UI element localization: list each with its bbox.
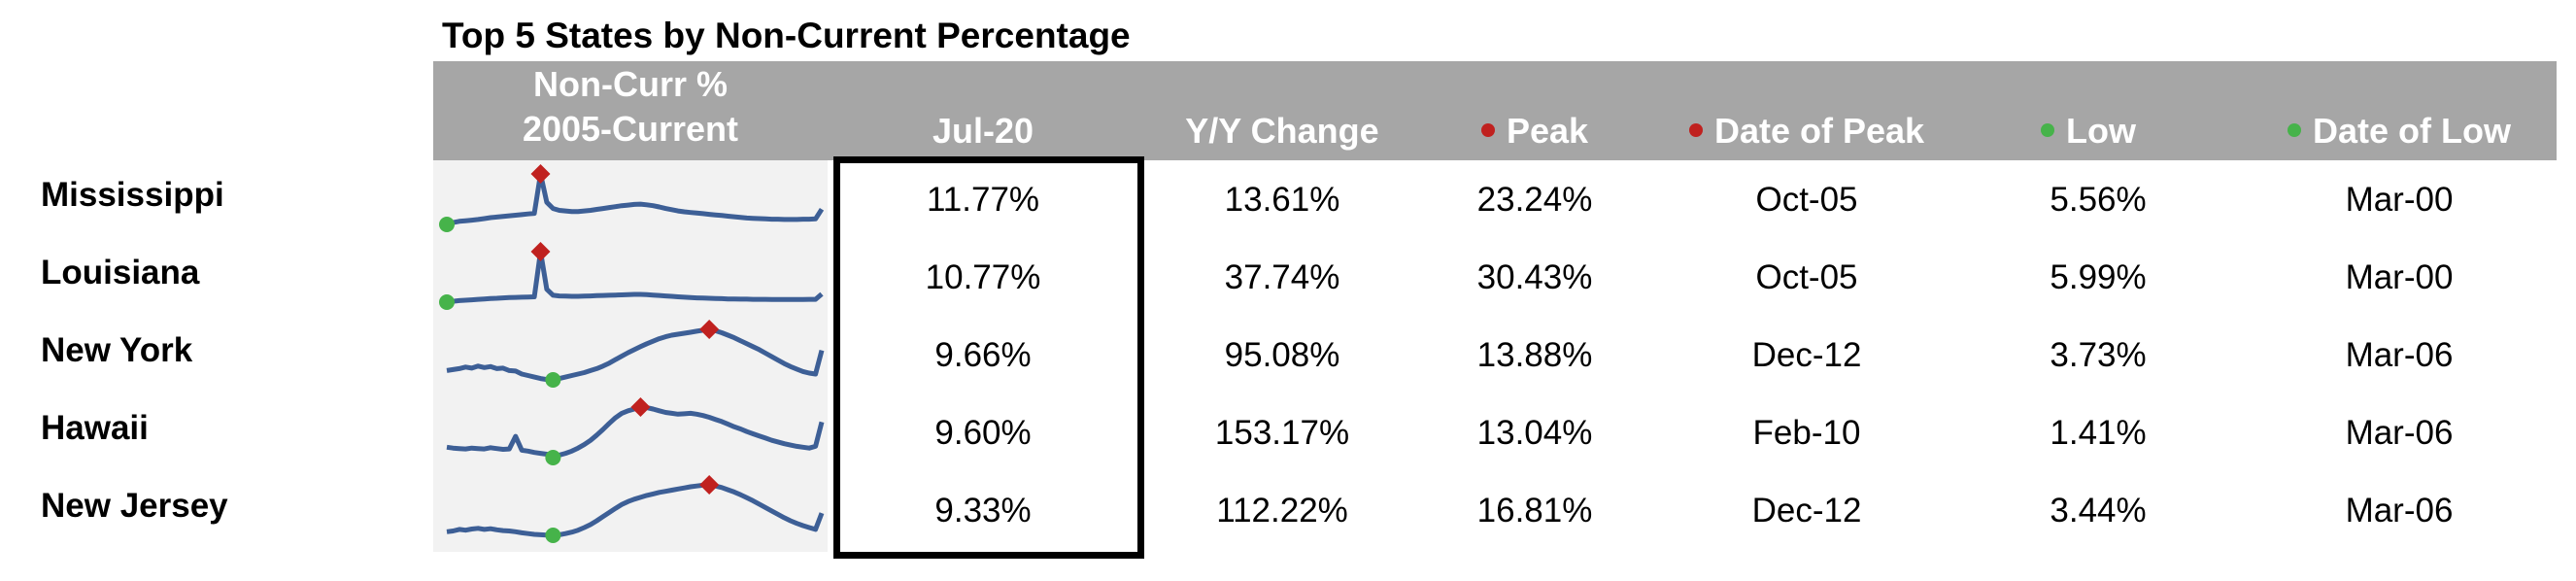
low-dot-icon	[2288, 123, 2301, 138]
low-marker	[545, 372, 561, 388]
header-band	[433, 61, 2557, 160]
low-marker	[439, 294, 455, 310]
peak-marker	[699, 475, 720, 495]
header-peak-label: Peak	[1506, 111, 1589, 151]
current-column-highlight	[833, 156, 1144, 559]
state-label: Mississippi	[41, 176, 224, 214]
cell-yoy: 13.61%	[1224, 181, 1340, 219]
cell-peak: 13.88%	[1476, 336, 1593, 374]
cell-peak-date: Dec-12	[1751, 492, 1862, 530]
cell-yoy: 153.17%	[1214, 414, 1350, 452]
sparkline	[446, 397, 825, 465]
sparkline	[446, 475, 825, 543]
cell-low: 5.56%	[2050, 181, 2147, 219]
cell-peak-date: Feb-10	[1752, 414, 1861, 452]
state-label: Louisiana	[41, 254, 200, 291]
cell-peak: 30.43%	[1476, 258, 1593, 296]
cell-current: 11.77%	[926, 181, 1040, 219]
cell-peak: 23.24%	[1476, 181, 1593, 219]
peak-marker	[630, 397, 651, 417]
sparkline	[439, 164, 825, 232]
cell-yoy: 95.08%	[1224, 336, 1340, 374]
cell-low: 5.99%	[2050, 258, 2147, 296]
peak-marker	[530, 242, 551, 261]
cell-peak-date: Oct-05	[1755, 181, 1858, 219]
header-sparkline: Non-Curr % 2005-Current	[433, 62, 828, 152]
cell-low-date: Mar-06	[2345, 336, 2454, 374]
header-low-date: Date of Low	[2254, 109, 2545, 154]
header-yoy: Y/Y Change	[1185, 111, 1379, 151]
sparkline	[446, 320, 825, 388]
cell-current: 10.77%	[925, 258, 1041, 296]
sparkline-series	[446, 171, 825, 227]
cell-yoy: 112.22%	[1216, 492, 1348, 530]
cell-peak-date: Dec-12	[1751, 336, 1862, 374]
cell-peak: 16.81%	[1476, 492, 1593, 530]
peak-marker	[699, 320, 720, 339]
cell-peak: 13.04%	[1476, 414, 1593, 452]
state-label: New Jersey	[41, 487, 228, 525]
low-marker	[545, 528, 561, 543]
cell-low-date: Mar-00	[2345, 258, 2454, 296]
header-sparkline-line1: Non-Curr %	[533, 64, 728, 104]
cell-low-date: Mar-06	[2345, 414, 2454, 452]
cell-low-date: Mar-06	[2345, 492, 2454, 530]
low-marker	[439, 217, 455, 232]
cell-peak-date: Oct-05	[1755, 258, 1858, 296]
header-peak-date-label: Date of Peak	[1713, 111, 1925, 151]
sparkline-series	[446, 326, 825, 383]
sparkline	[439, 242, 824, 310]
cell-low: 3.73%	[2050, 336, 2147, 374]
header-sparkline-line2: 2005-Current	[522, 109, 739, 149]
low-marker	[545, 450, 561, 465]
table-title: Top 5 States by Non-Current Percentage	[442, 16, 1131, 55]
peak-dot-icon	[1480, 123, 1495, 138]
header-low-label: Low	[2066, 111, 2136, 151]
header-current: Jul-20	[932, 111, 1034, 151]
cell-current: 9.60%	[934, 414, 1032, 452]
peak-marker	[530, 164, 551, 184]
state-label: Hawaii	[41, 409, 149, 447]
cell-yoy: 37.74%	[1224, 258, 1340, 296]
header-low-date-label: Date of Low	[2313, 111, 2511, 151]
cell-low: 1.41%	[2050, 414, 2147, 452]
header-low: Low	[2001, 109, 2176, 154]
sparkline-series	[446, 249, 824, 305]
cell-current: 9.66%	[934, 336, 1032, 374]
cell-low: 3.44%	[2050, 492, 2147, 530]
sparkline-column-bg	[433, 160, 828, 552]
sparkline-series	[446, 404, 825, 461]
header-peak: Peak	[1447, 109, 1622, 154]
cell-low-date: Mar-00	[2345, 181, 2454, 219]
sparkline-series	[446, 482, 825, 538]
header-peak-date: Date of Peak	[1651, 109, 1962, 154]
low-dot-icon	[2041, 123, 2054, 138]
state-label: New York	[41, 331, 193, 369]
cell-current: 9.33%	[934, 492, 1032, 530]
peak-dot-icon	[1688, 123, 1703, 138]
